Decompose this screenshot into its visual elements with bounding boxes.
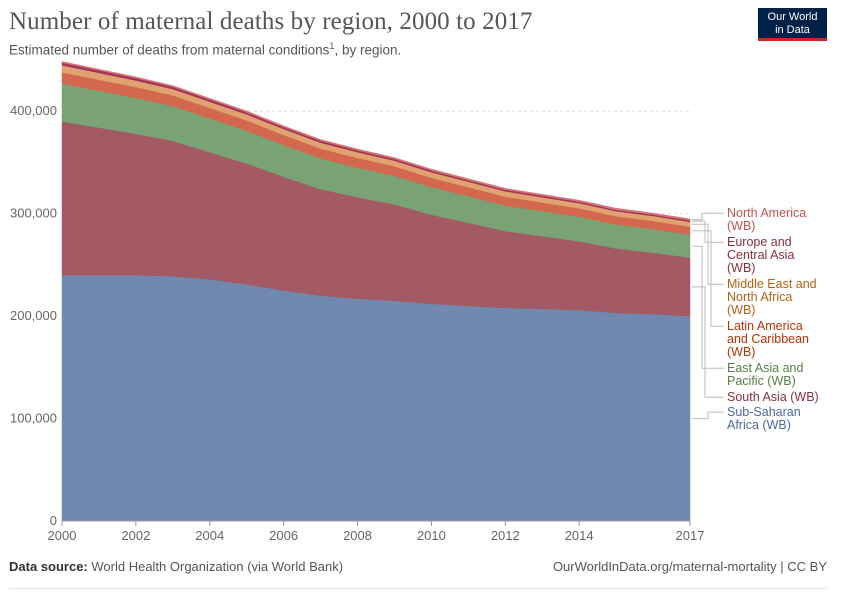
y-tick-label: 0 (50, 513, 57, 528)
x-tick-label: 2012 (491, 528, 520, 543)
label-middle-east-and-north-africa-wb[interactable]: Middle East and North Africa (WB) (727, 277, 817, 317)
data-source-text: World Health Organization (via World Ban… (91, 559, 344, 574)
x-tick-label: 2014 (565, 528, 594, 543)
label-line: Central Asia (727, 248, 794, 262)
x-tick-label: 2000 (48, 528, 77, 543)
subtitle-text: Estimated number of deaths from maternal… (9, 42, 330, 58)
axes: 0 100,000 200,000 300,000 400,000 2000 2002 200… (10, 103, 704, 543)
x-tick-label: 2004 (195, 528, 224, 543)
label-line: (WB) (727, 261, 755, 275)
chart-subtitle: Estimated number of deaths from maternal… (9, 41, 401, 58)
x-tick-label: 2010 (417, 528, 446, 543)
footer-divider (9, 588, 827, 589)
label-line: (WB) (727, 303, 755, 317)
logo-line-2: in Data (775, 24, 810, 36)
label-line: Sub-Saharan (727, 405, 801, 419)
label-line: North America (727, 206, 806, 220)
label-line: Pacific (WB) (727, 374, 796, 388)
chart-title: Number of maternal deaths by region, 200… (9, 8, 533, 35)
x-tick-label: 2002 (121, 528, 150, 543)
label-sub-saharan-africa-wb[interactable]: Sub-Saharan Africa (WB) (727, 405, 801, 432)
x-tick-label: 2017 (676, 528, 705, 543)
label-connector (692, 411, 724, 420)
label-latin-america-and-caribbean-wb[interactable]: Latin America and Caribbean (WB) (727, 319, 809, 359)
label-europe-and-central-asia-wb[interactable]: Europe and Central Asia (WB) (727, 235, 794, 275)
label-north-america-wb[interactable]: North America (WB) (727, 206, 806, 233)
label-line: Latin America (727, 319, 803, 333)
subtitle-tail: , by region. (334, 42, 402, 58)
y-tick-label: 400,000 (10, 103, 57, 118)
y-tick-label: 200,000 (10, 308, 57, 323)
label-line: East Asia and (727, 361, 803, 375)
source-url-link[interactable]: OurWorldInData.org/maternal-mortality | … (552, 559, 827, 574)
label-connector (692, 223, 724, 285)
label-connector (692, 230, 724, 327)
label-connector (692, 212, 724, 221)
label-line: South Asia (WB) (727, 390, 819, 404)
label-line: Europe and (727, 235, 792, 249)
data-source-label: Data source: (9, 559, 88, 574)
series-labels[interactable]: North America (WB)Europe and Central Asia(… (692, 206, 819, 432)
label-south-asia-wb[interactable]: South Asia (WB) (727, 390, 819, 404)
label-connector (692, 286, 724, 398)
label-connector (692, 220, 724, 243)
label-line: North Africa (727, 290, 792, 304)
label-line: Middle East and (727, 277, 817, 291)
label-line: (WB) (727, 219, 755, 233)
area-north-america-wb[interactable] (61, 61, 691, 221)
area-sub-saharan-africa-wb[interactable] (61, 274, 691, 522)
x-tick-label: 2006 (269, 528, 298, 543)
label-connector (692, 245, 724, 369)
label-line: and Caribbean (727, 332, 809, 346)
area-series[interactable] (61, 61, 691, 522)
data-source: Data source: World Health Organization (… (9, 559, 343, 574)
logo-line-1: Our World (767, 11, 818, 23)
y-tick-label: 300,000 (10, 206, 57, 221)
x-tick-label: 2008 (343, 528, 372, 543)
y-tick-label: 100,000 (10, 411, 57, 426)
footnote-marker[interactable]: 1 (329, 41, 335, 51)
label-east-asia-and-pacific-wb[interactable]: East Asia and Pacific (WB) (727, 361, 803, 388)
label-line: (WB) (727, 345, 755, 359)
label-line: Africa (WB) (727, 418, 791, 432)
owid-logo[interactable]: Our World in Data (758, 8, 827, 41)
